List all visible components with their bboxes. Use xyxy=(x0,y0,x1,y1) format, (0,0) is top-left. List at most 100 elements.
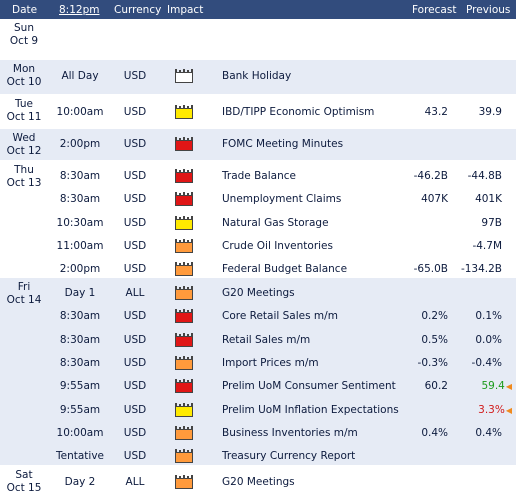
impact-icon[interactable] xyxy=(175,379,193,394)
event-row[interactable]: 10:30am USD Natural Gas Storage 97B xyxy=(0,215,516,231)
impact-icon[interactable] xyxy=(175,402,193,417)
impact-icon[interactable] xyxy=(175,105,193,119)
event-forecast: 0.5% xyxy=(421,333,448,346)
event-time: All Day xyxy=(61,70,99,82)
event-row[interactable]: Day 1 ALL G20 Meetings xyxy=(0,286,516,301)
event-currency: USD xyxy=(123,426,147,439)
event-title[interactable]: Bank Holiday xyxy=(222,70,292,82)
time-zone-toggle[interactable]: 8:12pm xyxy=(59,4,100,16)
event-title[interactable]: Crude Oil Inventories xyxy=(222,239,333,252)
event-title[interactable]: G20 Meetings xyxy=(222,476,295,488)
event-time: 8:30am xyxy=(59,193,101,206)
event-time: 8:30am xyxy=(59,170,101,182)
day-date: Oct 9 xyxy=(9,35,39,47)
event-previous: 39.9 xyxy=(479,106,502,118)
event-row[interactable]: 9:55am USD Prelim UoM Inflation Expectatio… xyxy=(0,402,516,418)
previous-value: -44.8B xyxy=(467,170,502,182)
event-forecast: 407K xyxy=(421,193,448,206)
day-date: Oct 11 xyxy=(6,111,42,123)
date-column-header: Date xyxy=(12,4,38,16)
event-title[interactable]: Treasury Currency Report xyxy=(222,450,356,463)
event-currency: USD xyxy=(123,70,147,82)
event-forecast: 43.2 xyxy=(424,106,448,118)
impact-icon[interactable] xyxy=(175,475,193,489)
calendar-body: Sun Oct 9 Mon Oct 10 All Day USD Bank Holiday T… xyxy=(0,19,516,499)
event-row[interactable]: 8:30am USD Trade Balance -46.2B -44.8B xyxy=(0,169,516,184)
event-time: 8:30am xyxy=(59,356,101,369)
event-title[interactable]: Natural Gas Storage xyxy=(222,216,329,229)
impact-icon[interactable] xyxy=(175,192,193,207)
event-forecast: 0.4% xyxy=(421,426,448,439)
event-currency: USD xyxy=(123,193,147,206)
event-row[interactable]: 9:55am USD Prelim UoM Consumer Sentiment 60… xyxy=(0,379,516,394)
event-title[interactable]: Prelim UoM Consumer Sentiment xyxy=(222,380,396,393)
event-previous: 0.1% xyxy=(475,310,502,322)
event-forecast: -0.3% xyxy=(417,356,448,369)
event-title[interactable]: Federal Budget Balance xyxy=(222,263,348,276)
event-time: 8:30am xyxy=(59,333,101,346)
impact-icon[interactable] xyxy=(175,238,193,253)
day-label: Thu Oct 13 xyxy=(0,164,48,190)
event-time: 10:00am xyxy=(56,106,104,118)
event-title[interactable]: Core Retail Sales m/m xyxy=(222,310,338,323)
impact-icon[interactable] xyxy=(175,215,193,230)
event-row[interactable]: 8:30am USD Core Retail Sales m/m 0.2% 0.1% xyxy=(0,309,516,324)
currency-column-header: Currency xyxy=(114,4,162,16)
event-time: Day 2 xyxy=(64,476,96,488)
event-title[interactable]: Unemployment Claims xyxy=(222,193,342,206)
event-previous: -4.7M xyxy=(472,240,502,252)
event-title[interactable]: FOMC Meeting Minutes xyxy=(222,138,344,150)
event-row[interactable]: 8:30am USD Unemployment Claims 407K 401K xyxy=(0,192,516,207)
event-row[interactable]: 8:30am USD Retail Sales m/m 0.5% 0.0% xyxy=(0,332,516,348)
event-row[interactable]: 2:00pm USD Federal Budget Balance -65.0B -13… xyxy=(0,262,516,277)
impact-icon[interactable] xyxy=(175,309,193,324)
impact-icon[interactable] xyxy=(175,355,193,370)
day-group: Sun Oct 9 xyxy=(0,19,516,60)
event-previous: -44.8B xyxy=(468,170,502,182)
event-currency: USD xyxy=(123,138,147,150)
day-label: Fri Oct 14 xyxy=(0,281,48,307)
event-title[interactable]: Trade Balance xyxy=(222,170,296,182)
event-row[interactable]: All Day USD Bank Holiday xyxy=(0,69,516,84)
event-row[interactable]: 8:30am USD Import Prices m/m -0.3% -0.4% xyxy=(0,355,516,371)
impact-icon[interactable] xyxy=(175,262,193,277)
event-title[interactable]: Retail Sales m/m xyxy=(222,333,311,346)
event-row[interactable]: Tentative USD Treasury Currency Report xyxy=(0,449,516,464)
event-row[interactable]: 11:00am USD Crude Oil Inventories -4.7M xyxy=(0,238,516,254)
event-row[interactable]: Day 2 ALL G20 Meetings xyxy=(0,475,516,490)
impact-icon[interactable] xyxy=(175,137,193,151)
day-of-week: Mon xyxy=(12,63,36,75)
impact-icon[interactable] xyxy=(175,169,193,183)
previous-value: -134.2B xyxy=(460,263,502,276)
event-title[interactable]: G20 Meetings xyxy=(222,287,295,299)
day-date: Oct 12 xyxy=(6,145,42,157)
event-title[interactable]: Prelim UoM Inflation Expectations xyxy=(222,403,399,416)
event-currency: USD xyxy=(123,216,147,229)
event-forecast: -46.2B xyxy=(413,170,448,182)
event-time: 9:55am xyxy=(59,403,101,416)
event-currency: USD xyxy=(123,356,147,369)
event-forecast: 60.2 xyxy=(424,380,448,393)
day-of-week: Sun xyxy=(14,22,34,34)
day-date: Oct 14 xyxy=(6,294,42,306)
impact-icon[interactable] xyxy=(175,286,193,300)
previous-value: 0.1% xyxy=(475,310,502,323)
day-date: Oct 15 xyxy=(6,482,42,494)
day-label: Wed Oct 12 xyxy=(0,132,48,158)
impact-icon[interactable] xyxy=(175,332,193,347)
event-title[interactable]: Import Prices m/m xyxy=(222,356,319,369)
event-title[interactable]: Business Inventories m/m xyxy=(222,426,358,439)
event-title[interactable]: IBD/TIPP Economic Optimism xyxy=(222,106,375,118)
previous-value: 59.4 xyxy=(481,380,505,393)
event-row[interactable]: 2:00pm USD FOMC Meeting Minutes xyxy=(0,137,516,152)
impact-icon[interactable] xyxy=(175,425,193,440)
event-row[interactable]: 10:00am USD Business Inventories m/m 0.4% 0.… xyxy=(0,425,516,441)
impact-icon[interactable] xyxy=(175,69,193,83)
day-group: Mon Oct 10 All Day USD Bank Holiday xyxy=(0,60,516,95)
event-row[interactable]: 10:00am USD IBD/TIPP Economic Optimism 43.2… xyxy=(0,105,516,120)
previous-value: 401K xyxy=(475,193,502,206)
impact-icon[interactable] xyxy=(175,449,193,464)
event-previous: 59.4◀ xyxy=(481,380,512,392)
event-time: Tentative xyxy=(55,450,104,463)
day-label: Mon Oct 10 xyxy=(0,63,48,89)
